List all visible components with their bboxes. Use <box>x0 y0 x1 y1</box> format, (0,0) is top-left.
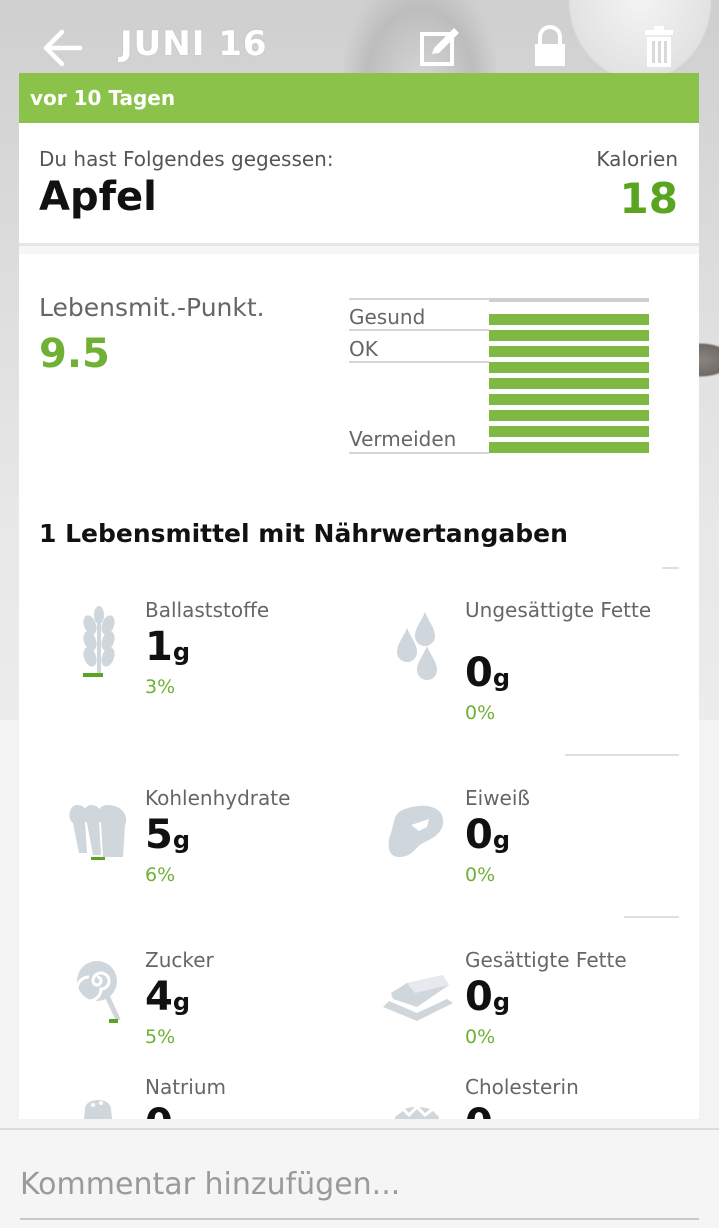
bread-icon <box>67 797 131 873</box>
page-title: JUNI 16 <box>120 24 268 64</box>
scale-bar <box>489 378 649 389</box>
salt-shaker-icon <box>77 1089 141 1119</box>
nutrient-value: 4g <box>145 974 191 1020</box>
scale-bar <box>489 346 649 357</box>
steak-icon <box>385 797 449 873</box>
nutrient-label: Natrium <box>145 1075 226 1099</box>
nutrient-label: Eiweiß <box>465 786 531 810</box>
nutrient-value: 0g <box>465 650 511 696</box>
lock-button[interactable] <box>528 24 572 70</box>
comment-underline <box>20 1218 699 1220</box>
nutrient-label: Zucker <box>145 948 214 972</box>
scale-label-healthy: Gesund <box>349 305 426 329</box>
divider <box>624 916 679 918</box>
nutrient-percent: 0% <box>465 864 496 886</box>
scale-bar <box>489 426 649 437</box>
egg-icon <box>391 1093 455 1119</box>
nutrient-value: 0 <box>145 1101 173 1119</box>
nutrient-label: Cholesterin <box>465 1075 579 1099</box>
comment-input[interactable] <box>20 1158 699 1210</box>
lock-icon <box>535 25 565 66</box>
nutrient-label: Gesättigte Fette <box>465 948 627 972</box>
nutrition-section-title: 1 Lebensmittel mit Nährwertangaben <box>39 519 568 548</box>
nutrient-value: 0 <box>465 1101 493 1119</box>
nutrient-label: Kohlenhydrate <box>145 786 291 810</box>
nutrient-label: Ballaststoffe <box>145 598 270 622</box>
scale-line <box>349 329 489 331</box>
scale-label-avoid: Vermeiden <box>349 427 457 451</box>
wheat-icon <box>69 603 133 679</box>
scale-line <box>349 361 489 363</box>
delete-button[interactable] <box>641 24 685 70</box>
scale-line <box>349 298 489 300</box>
nutrient-percent: 5% <box>145 1026 176 1048</box>
time-banner: vor 10 Tagen <box>19 73 699 123</box>
edit-button[interactable] <box>418 24 462 70</box>
comment-bar <box>0 1128 719 1228</box>
scale-line <box>349 452 489 454</box>
nutrient-value: 0g <box>465 974 511 1020</box>
divider <box>565 754 679 756</box>
food-points-label: Lebensmit.-Punkt. <box>39 293 265 322</box>
scale-bar <box>489 330 649 341</box>
nutrient-percent: 6% <box>145 864 176 886</box>
scale-bar <box>489 394 649 405</box>
scale-bar <box>489 314 649 325</box>
droplets-icon <box>391 608 455 684</box>
time-ago-text: vor 10 Tagen <box>30 86 176 110</box>
divider <box>662 567 679 569</box>
divider-shadow <box>19 246 699 254</box>
scale-bar <box>489 362 649 373</box>
nutrient-label: Ungesättigte Fette <box>465 598 652 622</box>
trash-icon <box>645 26 673 67</box>
food-name: Apfel <box>39 174 157 220</box>
top-bar: JUNI 16 <box>0 0 719 96</box>
lollipop-icon <box>69 957 133 1033</box>
nutrient-value: 1g <box>145 624 191 670</box>
nutrient-percent: 0% <box>465 702 496 724</box>
food-points-value: 9.5 <box>39 331 110 377</box>
scale-bar <box>489 442 649 453</box>
scale-top-gray <box>489 298 649 302</box>
health-scale: Gesund OK Vermeiden <box>349 298 649 458</box>
edit-icon <box>420 28 459 66</box>
nutrient-percent: 3% <box>145 676 176 698</box>
calories-label: Kalorien <box>596 147 678 171</box>
nutrient-value: 0g <box>465 812 511 858</box>
back-button[interactable] <box>42 28 84 68</box>
butter-icon <box>381 963 453 1039</box>
arrow-left-icon <box>43 29 83 67</box>
calories-value: 18 <box>619 174 678 223</box>
ate-label: Du hast Folgendes gegessen: <box>39 147 334 171</box>
scale-bar <box>489 410 649 421</box>
nutrient-percent: 0% <box>465 1026 496 1048</box>
divider <box>19 243 699 246</box>
scale-label-ok: OK <box>349 337 378 361</box>
meal-detail-card: vor 10 Tagen Du hast Folgendes gegessen:… <box>19 73 699 1119</box>
nutrient-value: 5g <box>145 812 191 858</box>
